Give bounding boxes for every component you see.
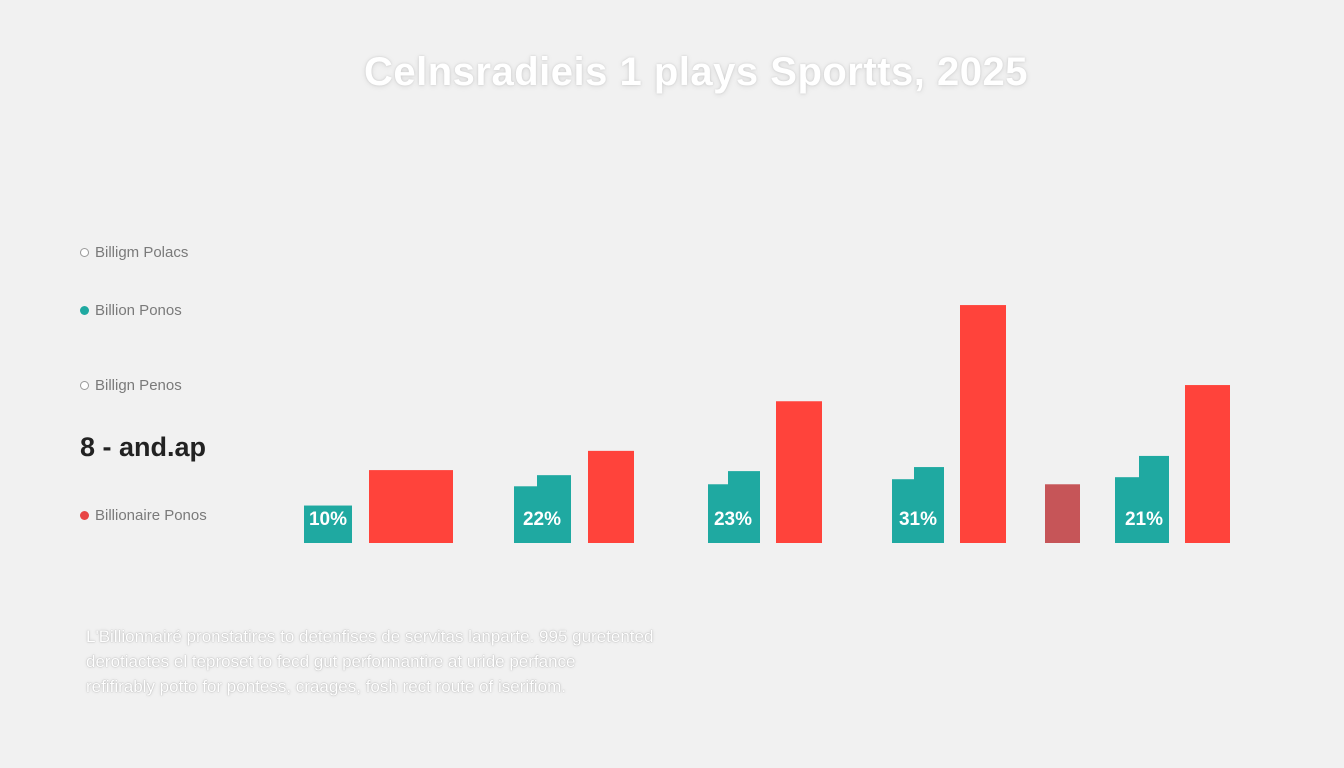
chart-title: Celnsradieis 1 plays Sportts, 2025 (364, 50, 1028, 94)
caption-line-3: refifirably potto for pontess, craages, … (86, 677, 566, 696)
bar-g4-1 (892, 479, 914, 543)
legend-marker-3 (80, 381, 89, 390)
bar-g3-3 (776, 401, 822, 543)
side-label: 8 - and.ap (80, 432, 207, 462)
bar-g2-2 (537, 475, 571, 543)
bar-g4-3 (960, 305, 1006, 543)
bar-g3-2 (728, 471, 760, 543)
bar-g2-1 (514, 486, 538, 543)
bar-label-g4: 31% (899, 509, 937, 530)
bar-g4-2 (914, 467, 944, 543)
legend-marker-2 (80, 306, 89, 315)
bar-g3-1 (708, 484, 728, 543)
bar-g6-2 (1139, 455, 1169, 543)
legend-label-4: Billionaire Ponos (95, 507, 207, 524)
legend-marker-4 (80, 511, 89, 520)
caption-line-1: L'Billionnairé pronstatires to detenfise… (86, 627, 654, 646)
legend-label-2: Billion Ponos (95, 302, 182, 319)
bar-label-g6: 21% (1125, 509, 1163, 530)
bar-g6-1 (1115, 477, 1140, 543)
legend-item-4: Billionaire Ponos (80, 507, 207, 524)
bar-g1-3 (413, 470, 453, 543)
legend-label-1: Billigm Polacs (95, 244, 189, 261)
legend-item-2: Billion Ponos (80, 302, 182, 319)
bar-g2-3 (588, 450, 634, 543)
bar-label-g2: 22% (523, 509, 561, 530)
bar-label-g3: 23% (714, 509, 752, 530)
caption-text: L'Billionnairé pronstatires to detenfise… (86, 624, 746, 699)
legend-label-3: Billign Penos (95, 377, 182, 394)
bar-g5-1 (1045, 484, 1080, 543)
legend-item-1: Billigm Polacs (80, 244, 188, 261)
bar-g6-3 (1185, 385, 1230, 543)
legend-marker-1 (80, 248, 89, 257)
bar-g1-1 (304, 505, 352, 543)
bar-label-g1: 10% (309, 509, 347, 530)
legend-item-3: Billign Penos (80, 377, 182, 394)
bar-g1-2 (369, 470, 413, 543)
caption-line-2: derotiactes el teproset to fecd gut perf… (86, 652, 576, 671)
